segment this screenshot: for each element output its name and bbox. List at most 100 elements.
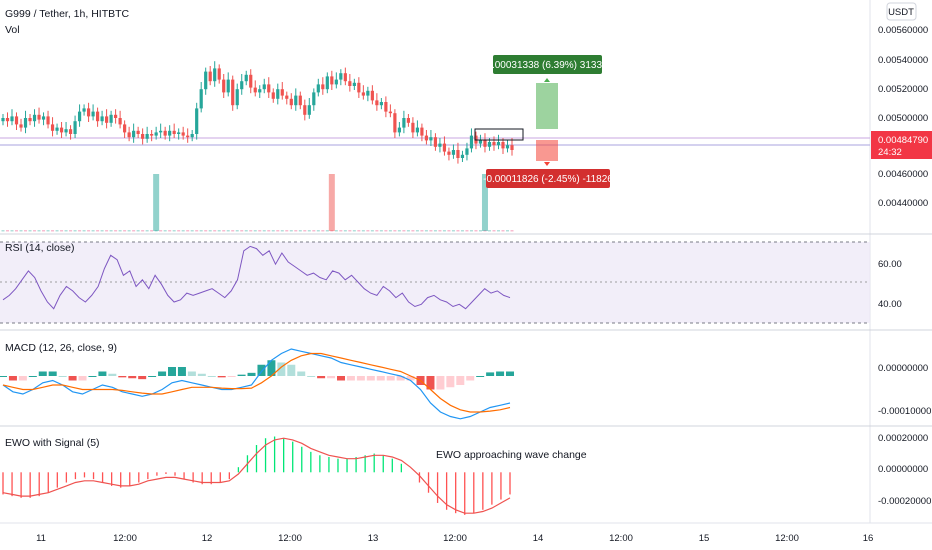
volume-spike	[153, 174, 160, 231]
candle-body	[258, 89, 262, 93]
volume-bar	[100, 230, 104, 232]
volume-bar	[411, 230, 415, 232]
macd-histogram-bar	[78, 376, 87, 381]
volume-bar	[447, 230, 451, 232]
candle-body	[361, 92, 365, 96]
candle-body	[321, 84, 325, 90]
volume-bar	[51, 230, 55, 232]
current-price-tag	[871, 131, 932, 159]
volume-bar	[1, 230, 5, 232]
volume-bar	[438, 230, 442, 232]
candle-body	[267, 84, 271, 93]
ewo-signal-line	[2, 437, 511, 514]
volume-bar	[69, 230, 73, 232]
volume-bar	[397, 230, 401, 232]
volume-bar	[298, 230, 302, 232]
candle-body	[208, 71, 212, 82]
volume-bar	[366, 230, 370, 232]
candle-body	[510, 145, 514, 150]
price-pane[interactable]: 0.00031338 (6.39%) 31338 -0.00011826 (-2…	[0, 8, 870, 232]
macd-histogram-bar	[28, 376, 37, 377]
volume-bar	[213, 230, 217, 232]
volume-bar	[442, 230, 446, 232]
candle-body	[46, 116, 50, 125]
volume-bar	[159, 230, 163, 232]
macd-histogram-bar	[227, 376, 236, 377]
macd-histogram-bar	[436, 376, 445, 390]
target-zone[interactable]	[536, 83, 558, 129]
volume-bar	[145, 230, 149, 232]
stop-zone[interactable]	[536, 140, 558, 161]
price-tick: 0.00440000	[878, 198, 928, 209]
macd-histogram-bar	[356, 376, 365, 381]
candle-body	[447, 151, 451, 155]
macd-pane[interactable]: MACD (12, 26, close, 9) 0.00000000 -0.00…	[0, 342, 931, 420]
volume-bar	[451, 230, 455, 232]
candle-body	[37, 114, 41, 120]
volume-bar	[37, 230, 41, 232]
volume-bar	[55, 230, 59, 232]
volume-bar	[285, 230, 289, 232]
candle-body	[86, 108, 91, 117]
candle-body	[190, 134, 194, 138]
candle-body	[496, 142, 501, 146]
volume-bar	[294, 230, 298, 232]
macd-histogram-bar	[247, 372, 256, 376]
candle-body	[55, 127, 59, 131]
candle-body	[456, 150, 460, 158]
volume-bar	[150, 230, 154, 232]
candle-body	[451, 150, 456, 155]
candle-body	[14, 116, 19, 125]
bar-countdown: 24:32	[878, 147, 902, 158]
rsi-pane[interactable]: RSI (14, close) 60.00 40.00	[0, 241, 902, 324]
volume-bar	[456, 230, 460, 232]
volume-label: Vol	[5, 24, 20, 36]
volume-bar	[177, 230, 181, 232]
candle-body	[204, 71, 208, 90]
candle-body	[32, 114, 37, 122]
long-position-tool[interactable]: 0.00031338 (6.39%) 31338 -0.00011826 (-2…	[474, 55, 613, 188]
volume-bar	[406, 230, 410, 232]
candle-body	[316, 84, 320, 93]
macd-histogram-bar	[396, 376, 405, 381]
candle-body	[262, 84, 266, 90]
price-tick: 0.00500000	[878, 113, 928, 124]
candle-body	[68, 129, 73, 134]
volume-bar	[429, 230, 433, 232]
volume-bar	[195, 230, 199, 232]
candle-body	[145, 134, 149, 139]
candle-body	[312, 92, 316, 106]
volume-bar	[10, 230, 14, 232]
macd-histogram-bar	[138, 376, 147, 380]
macd-histogram-bar	[177, 367, 186, 376]
rsi-tick: 40.00	[878, 299, 902, 310]
macd-histogram-bar	[257, 364, 266, 376]
time-label: 12:00	[609, 533, 633, 544]
macd-histogram-bar	[158, 371, 167, 376]
position-entry-box[interactable]	[474, 128, 524, 141]
candle-body	[334, 79, 338, 85]
volume-bar	[370, 230, 374, 232]
volume-bar	[352, 230, 356, 232]
candle-body	[28, 118, 32, 122]
candle-body	[366, 90, 370, 96]
macd-signal-line	[2, 352, 511, 413]
candle-body	[64, 129, 68, 133]
volume-bar	[487, 230, 491, 232]
candle-body	[181, 132, 185, 136]
currency-badge[interactable]	[886, 2, 917, 21]
price-axis[interactable]: USDT 0.00560000 0.00540000 0.00520000 0.…	[871, 2, 932, 209]
candle-body	[50, 124, 55, 131]
candle-body	[429, 137, 433, 141]
time-label: 12	[202, 533, 213, 544]
volume-bar	[109, 230, 113, 232]
candle-body	[150, 134, 154, 136]
time-axis[interactable]: 11 12:00 12 12:00 13 12:00 14 12:00 15 1…	[36, 533, 873, 544]
candle-body	[487, 142, 492, 147]
macd-histogram-bar	[148, 376, 157, 377]
rsi-line	[2, 245, 511, 310]
volume-bar	[343, 230, 347, 232]
ewo-pane[interactable]: EWO with Signal (5) EWO approaching wave…	[2, 433, 931, 515]
macd-histogram-bar	[168, 367, 176, 376]
